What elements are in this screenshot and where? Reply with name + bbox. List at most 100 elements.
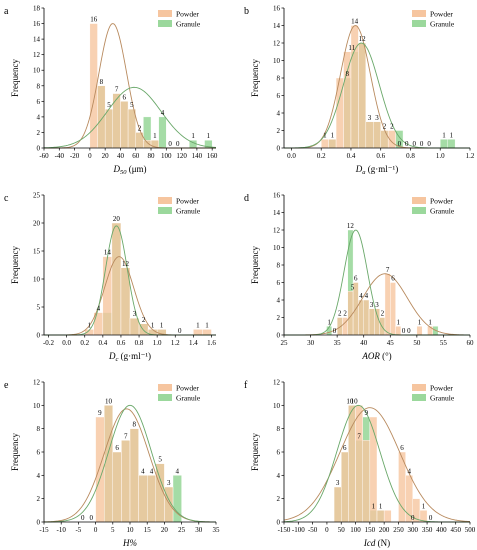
bar-value-label: 1 xyxy=(331,131,335,139)
powder-bar xyxy=(373,121,381,149)
powder-bar xyxy=(121,440,131,523)
bar-value-label: 1 xyxy=(422,502,426,510)
x-tick-label: -40 xyxy=(55,152,65,160)
y-tick-label: 0 xyxy=(277,332,281,340)
bar-value-label: 1 xyxy=(418,318,422,326)
legend-label: Granule xyxy=(176,20,201,29)
x-tick-label: 60 xyxy=(132,152,140,160)
legend-swatch xyxy=(158,10,172,17)
granule-bar xyxy=(158,116,167,149)
y-tick-label: 6 xyxy=(277,92,281,100)
y-axis-label: Frequency xyxy=(250,59,260,97)
granule-fit-curve xyxy=(43,404,217,523)
bar-value-label: 3 xyxy=(375,114,379,122)
powder-bar xyxy=(395,326,402,336)
powder-bar xyxy=(358,42,367,149)
panel-letter: b xyxy=(244,6,249,17)
y-tick-label: 12 xyxy=(33,379,41,387)
y-tick-label: 4 xyxy=(277,472,281,480)
x-tick-label: 80 xyxy=(148,152,156,160)
x-axis-label: AOR (°) xyxy=(361,351,391,361)
bar-value-label: 0 xyxy=(398,140,402,148)
bar-value-label: 1 xyxy=(323,131,327,139)
bar-value-label: 5 xyxy=(351,283,355,291)
panel-letter: d xyxy=(244,193,249,204)
x-tick-label: 0.0 xyxy=(287,152,296,160)
powder-bar xyxy=(129,318,140,336)
granule-bar xyxy=(440,139,448,149)
x-tick-label: 0.2 xyxy=(317,152,326,160)
x-tick-label: 35 xyxy=(213,526,221,534)
powder-bar xyxy=(365,121,374,149)
x-tick-label: 10 xyxy=(127,526,135,534)
x-tick-label: 15 xyxy=(144,526,152,534)
powder-bar xyxy=(376,510,385,523)
y-tick-label: 14 xyxy=(273,22,281,30)
x-tick-label: -5 xyxy=(75,526,81,534)
y-tick-label: 0 xyxy=(37,519,41,527)
x-tick-label: 0.6 xyxy=(376,152,385,160)
legend-label: Granule xyxy=(430,394,455,403)
y-tick-label: 16 xyxy=(273,192,281,200)
powder-bar xyxy=(127,108,136,149)
y-axis-label: Frequency xyxy=(10,433,20,471)
bar-value-label: 1 xyxy=(379,502,383,510)
bar-value-label: 0 xyxy=(420,140,424,148)
legend-label: Powder xyxy=(430,197,453,206)
bar-value-label: 12 xyxy=(347,222,355,230)
bar-value-label: 20 xyxy=(113,215,121,223)
bar-value-label: 3 xyxy=(368,114,372,122)
bar-value-label: 4 xyxy=(141,467,145,475)
legend-swatch xyxy=(158,207,172,214)
x-tick-label: 35 xyxy=(334,339,342,347)
x-tick-label: 1.0 xyxy=(153,339,162,347)
y-tick-label: 4 xyxy=(37,472,41,480)
powder-bar xyxy=(363,299,370,336)
bar-value-label: 1 xyxy=(88,321,92,329)
x-tick-label: 0.8 xyxy=(406,152,415,160)
x-tick-label: -15 xyxy=(39,526,49,534)
bar-value-label: 2 xyxy=(338,310,342,318)
bar-value-label: 12 xyxy=(359,35,367,43)
x-tick-label: 1.2 xyxy=(171,339,180,347)
x-tick-label: 30 xyxy=(195,526,203,534)
powder-bar xyxy=(333,486,342,523)
bar-value-label: 1 xyxy=(450,131,454,139)
bar-value-label: 14 xyxy=(104,249,112,257)
y-tick-label: 12 xyxy=(273,379,281,387)
x-tick-label: -0.2 xyxy=(43,339,55,347)
x-tick-label: 5 xyxy=(111,526,115,534)
bar-value-label: 1 xyxy=(428,318,432,326)
legend-swatch xyxy=(412,207,426,214)
bar-value-label: 3 xyxy=(336,479,340,487)
bar-value-label: 7 xyxy=(115,86,119,94)
powder-bar xyxy=(348,405,356,523)
x-tick-label: 500 xyxy=(465,526,476,534)
bar-value-label: 6 xyxy=(400,444,404,452)
bar-value-label: 0 xyxy=(168,140,172,148)
x-tick-label: 40 xyxy=(117,152,125,160)
x-axis-label: D50 (μm) xyxy=(112,164,146,176)
bar-value-label: 9 xyxy=(98,409,102,417)
bar-value-label: 1 xyxy=(442,131,446,139)
bar-value-label: 1 xyxy=(196,321,200,329)
bar-value-label: 1 xyxy=(151,321,155,329)
panel-letter: f xyxy=(244,380,248,391)
bar-value-label: 0 xyxy=(176,140,180,148)
bar-value-label: 6 xyxy=(391,275,395,283)
powder-bar xyxy=(374,308,380,336)
powder-bar xyxy=(321,139,329,149)
bar-value-label: 1 xyxy=(153,132,157,140)
y-tick-label: 0 xyxy=(37,145,41,153)
y-tick-label: 6 xyxy=(37,449,41,457)
y-tick-label: 25 xyxy=(33,192,41,200)
panel-letter: c xyxy=(4,193,9,204)
x-tick-label: 450 xyxy=(450,526,461,534)
y-tick-label: 0 xyxy=(277,145,281,153)
bar-value-label: 1 xyxy=(327,318,331,326)
bar-value-label: 0 xyxy=(333,327,337,335)
